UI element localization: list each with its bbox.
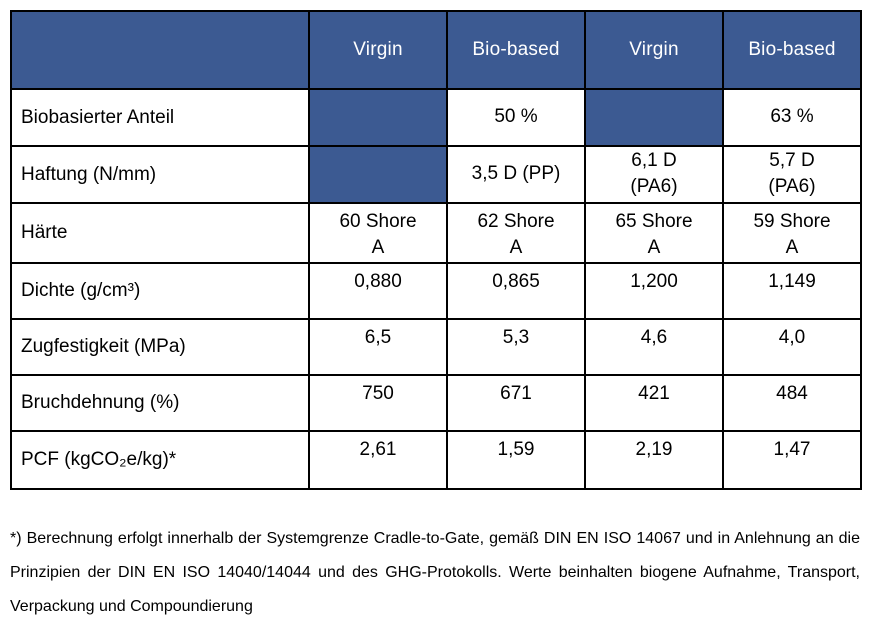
row-label: Härte: [10, 202, 310, 264]
table-row-dichte: Dichte (g/cm³) 0,880 0,865 1,200 1,149: [10, 262, 862, 320]
page: Virgin Bio-based Virgin Bio-based Biobas…: [0, 10, 869, 622]
filled-cell: [308, 88, 448, 147]
table-header-row: Virgin Bio-based Virgin Bio-based: [10, 10, 862, 90]
value-cell: 4,6: [584, 318, 724, 376]
table-row-pcf: PCF (kgCO₂e/kg)* 2,61 1,59 2,19 1,47: [10, 430, 862, 490]
column-header-biobased-2: Bio-based: [722, 10, 862, 90]
value-cell: 1,47: [722, 430, 862, 490]
row-label: Bruchdehnung (%): [10, 374, 310, 432]
value-cell: 59 Shore A: [722, 202, 862, 264]
value-cell: 6,5: [308, 318, 448, 376]
value-cell: 484: [722, 374, 862, 432]
column-header-empty: [10, 10, 310, 90]
table-row-haftung: Haftung (N/mm) 3,5 D (PP) 6,1 D (PA6) 5,…: [10, 145, 862, 204]
row-label: Haftung (N/mm): [10, 145, 310, 204]
table-row-biobasierter-anteil: Biobasierter Anteil 50 % 63 %: [10, 88, 862, 147]
row-label: Biobasierter Anteil: [10, 88, 310, 147]
value-cell: 1,149: [722, 262, 862, 320]
value-cell: 2,61: [308, 430, 448, 490]
value-cell: 5,7 D (PA6): [722, 145, 862, 204]
value-cell: 421: [584, 374, 724, 432]
row-label: Dichte (g/cm³): [10, 262, 310, 320]
material-properties-table: Virgin Bio-based Virgin Bio-based Biobas…: [10, 10, 862, 490]
column-header-virgin-2: Virgin: [584, 10, 724, 90]
footnote-text: *) Berechnung erfolgt innerhalb der Syst…: [10, 530, 860, 615]
table-row-bruchdehnung: Bruchdehnung (%) 750 671 421 484: [10, 374, 862, 432]
value-cell: 62 Shore A: [446, 202, 586, 264]
value-cell: 60 Shore A: [308, 202, 448, 264]
table-row-haerte: Härte 60 Shore A 62 Shore A 65 Shore A 5…: [10, 202, 862, 264]
value-cell: 2,19: [584, 430, 724, 490]
value-cell: 0,880: [308, 262, 448, 320]
value-cell: 65 Shore A: [584, 202, 724, 264]
value-cell: 63 %: [722, 88, 862, 147]
table-row-zugfestigkeit: Zugfestigkeit (MPa) 6,5 5,3 4,6 4,0: [10, 318, 862, 376]
value-cell: 50 %: [446, 88, 586, 147]
value-cell: 1,59: [446, 430, 586, 490]
value-cell: 5,3: [446, 318, 586, 376]
value-cell: 1,200: [584, 262, 724, 320]
row-label: Zugfestigkeit (MPa): [10, 318, 310, 376]
value-cell: 6,1 D (PA6): [584, 145, 724, 204]
row-label: PCF (kgCO₂e/kg)*: [10, 430, 310, 490]
value-cell: 750: [308, 374, 448, 432]
column-header-biobased-1: Bio-based: [446, 10, 586, 90]
value-cell: 0,865: [446, 262, 586, 320]
filled-cell: [584, 88, 724, 147]
value-cell: 671: [446, 374, 586, 432]
column-header-virgin-1: Virgin: [308, 10, 448, 90]
filled-cell: [308, 145, 448, 204]
value-cell: 4,0: [722, 318, 862, 376]
value-cell: 3,5 D (PP): [446, 145, 586, 204]
